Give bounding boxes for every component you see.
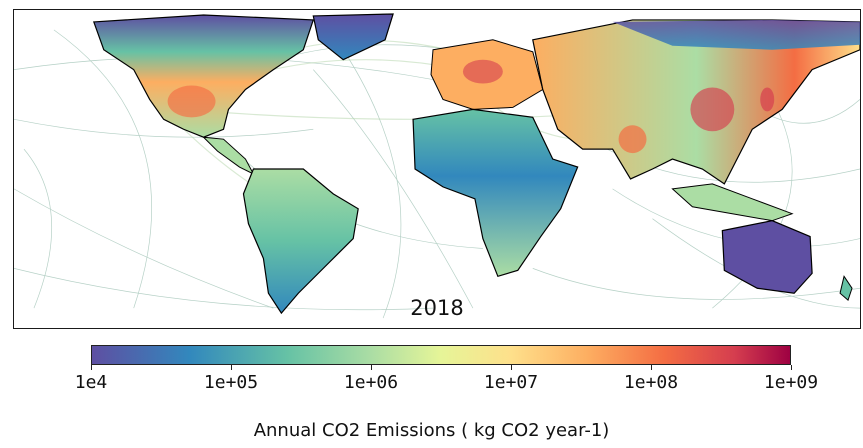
colorbar-tick-mark [510, 365, 512, 370]
south-america-region [242, 168, 359, 315]
australia-region [721, 220, 813, 294]
new-zealand-region [839, 275, 853, 302]
africa-region [412, 108, 579, 278]
year-label: 2018 [410, 296, 464, 320]
colorbar [91, 345, 791, 365]
colorbar-tick-mark [230, 365, 232, 370]
colorbar-tick-mark [370, 365, 372, 370]
world-map-graphic [14, 13, 860, 319]
greenland-region [312, 13, 394, 61]
colorbar-tick-mark [90, 365, 92, 370]
colorbar-tick-label: 1e4 [74, 372, 108, 393]
siberia-region [612, 19, 860, 50]
colorbar-tick-mark [650, 365, 652, 370]
emission-hotspots [167, 59, 775, 154]
emissions-map: 2018 [13, 9, 861, 329]
colorbar-tick-label: 1e+07 [483, 372, 539, 393]
southeast-asia-region [671, 183, 794, 222]
north-america-region [92, 14, 315, 138]
colorbar-tick-label: 1e+08 [623, 372, 679, 393]
colorbar-tick-label: 1e+05 [203, 372, 259, 393]
colorbar-title: Annual CO2 Emissions ( kg CO2 year-1) [253, 420, 610, 441]
colorbar-tick-label: 1e+06 [343, 372, 399, 393]
colorbar-tick-label: 1e+09 [763, 372, 819, 393]
colorbar-tick-mark [790, 365, 792, 370]
